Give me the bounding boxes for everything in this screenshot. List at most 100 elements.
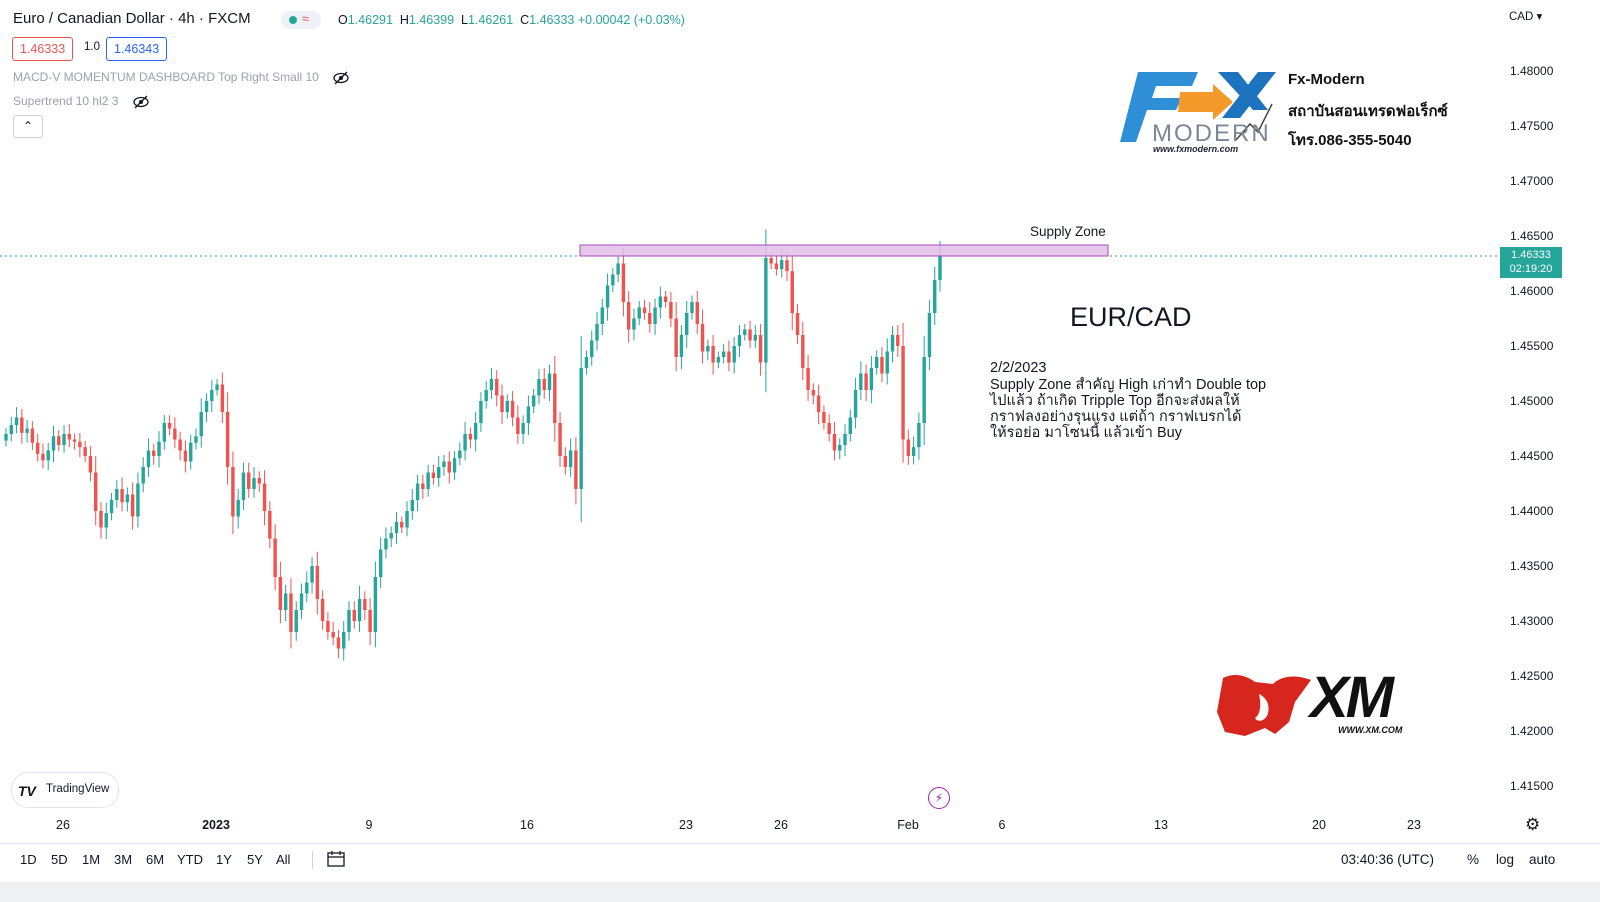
candle-body xyxy=(917,423,921,448)
candle-body xyxy=(753,335,758,341)
timeframe-6m-button[interactable]: 6M xyxy=(146,852,165,867)
symbol-title[interactable]: Euro / Canadian Dollar · 4h · FXCM xyxy=(13,10,251,27)
timeframe-5d-button[interactable]: 5D xyxy=(51,852,68,867)
date-range-icon[interactable] xyxy=(326,850,346,868)
candle-body xyxy=(505,401,510,412)
time-tick: 23 xyxy=(1407,818,1421,832)
time-tick: 13 xyxy=(1154,818,1168,832)
candle-body xyxy=(785,260,789,272)
bottom-toolbar xyxy=(0,843,1600,882)
spread-value: 1.0 xyxy=(84,41,100,53)
percent-scale-toggle[interactable]: % xyxy=(1467,852,1480,867)
supply-zone-label: Supply Zone xyxy=(1030,224,1106,239)
candle-body xyxy=(911,447,916,456)
timeframe-3m-button[interactable]: 3M xyxy=(114,852,133,867)
candle-body xyxy=(62,434,66,445)
candle-body xyxy=(14,417,19,426)
hidden-eye-icon[interactable] xyxy=(332,71,350,85)
candle-body xyxy=(210,390,214,401)
candle-body xyxy=(938,254,942,280)
sell-button[interactable]: 1.46333 xyxy=(12,37,74,61)
candle-body xyxy=(46,450,50,461)
candle-body xyxy=(426,472,430,489)
buy-button[interactable]: 1.46343 xyxy=(106,37,168,61)
fx-modern-tagline: สถาบันสอนเทรดฟอเร็กซ์ xyxy=(1288,103,1448,120)
candle-body xyxy=(352,610,356,621)
timeframe-1d-button[interactable]: 1D xyxy=(20,852,37,867)
candle-body xyxy=(811,390,816,396)
data-delay-icon: ≈ xyxy=(302,11,310,26)
candle-body xyxy=(711,346,715,363)
pair-title: EUR/CAD xyxy=(1070,302,1192,332)
candle-body xyxy=(167,423,172,429)
price-tick: 1.42000 xyxy=(1510,724,1554,738)
candle-body xyxy=(130,494,135,517)
candle-body xyxy=(305,582,309,594)
timeframe-ytd-button[interactable]: YTD xyxy=(177,852,203,867)
lightning-event-icon[interactable]: ⚡ xyxy=(928,787,950,809)
candle-body xyxy=(510,401,515,418)
xm-wordmark: XM xyxy=(1310,665,1394,730)
candle-body xyxy=(67,434,72,440)
candle-body xyxy=(531,395,536,407)
candle-body xyxy=(136,483,140,517)
indicator-supertrend-row[interactable]: Supertrend 10 hl2 3 xyxy=(13,94,150,109)
price-tick: 1.47000 xyxy=(1510,174,1554,188)
candle-body xyxy=(679,335,684,357)
candle-body xyxy=(35,442,40,454)
candle-body xyxy=(83,447,87,456)
supply-zone-rect[interactable] xyxy=(579,244,1109,257)
candle-body xyxy=(215,384,219,390)
candle-body xyxy=(294,610,298,632)
candle-body xyxy=(706,346,710,352)
time-tick: Feb xyxy=(897,818,919,832)
candle-body xyxy=(394,522,399,533)
current-price-value: 1.46333 xyxy=(1511,249,1551,261)
candle-body xyxy=(363,599,367,610)
log-scale-toggle[interactable]: log xyxy=(1496,852,1515,867)
utc-clock[interactable]: 03:40:36 (UTC) xyxy=(1341,852,1435,867)
candle-body xyxy=(537,379,541,396)
timeframe-5y-button[interactable]: 5Y xyxy=(247,852,263,867)
tradingview-logo[interactable]: TV TradingView xyxy=(11,772,119,808)
candle-body xyxy=(299,593,304,610)
indicator-macd-row[interactable]: MACD-V MOMENTUM DASHBOARD Top Right Smal… xyxy=(13,70,350,85)
price-tick: 1.46000 xyxy=(1510,284,1554,298)
candle-body xyxy=(864,373,868,390)
tradingview-label: TradingView xyxy=(46,783,110,795)
candle-body xyxy=(489,379,494,390)
price-tick: 1.45500 xyxy=(1510,339,1554,353)
auto-scale-toggle[interactable]: auto xyxy=(1529,852,1556,867)
time-tick: 9 xyxy=(365,818,373,832)
candle-body xyxy=(774,263,779,269)
candle-body xyxy=(378,549,383,577)
candle-body xyxy=(4,434,8,441)
collapse-legend-button[interactable]: ⌃ xyxy=(13,115,43,138)
timeframe-1m-button[interactable]: 1M xyxy=(82,852,101,867)
timeframe-all-button[interactable]: All xyxy=(276,852,291,867)
candle-body xyxy=(716,357,721,363)
timeframe-1y-button[interactable]: 1Y xyxy=(216,852,232,867)
currency-selector[interactable]: CAD ▾ xyxy=(1509,11,1543,23)
candle-body xyxy=(141,467,145,484)
time-tick: 23 xyxy=(679,818,693,832)
hidden-eye-icon[interactable] xyxy=(132,95,150,109)
candle-body xyxy=(236,500,240,517)
candle-body xyxy=(605,285,610,308)
chart-settings-gear-icon[interactable]: ⚙ xyxy=(1525,815,1541,834)
candle-body xyxy=(874,357,879,368)
candle-body xyxy=(220,384,225,412)
ohlc-values: O1.46291 H1.46399 L1.46261 C1.46333 +0.0… xyxy=(338,13,685,27)
candle-body xyxy=(584,357,589,368)
market-status-pill[interactable]: ≈ xyxy=(281,11,321,29)
candle-body xyxy=(843,434,847,445)
candle-body xyxy=(120,489,124,503)
time-tick: 26 xyxy=(774,818,788,832)
candle-body xyxy=(547,373,552,390)
note-line: ไปแล้ว ถ้าเกิด Tripple Top อีกจะส่งผลให้ xyxy=(990,393,1240,409)
candle-body xyxy=(859,373,863,390)
candle-body xyxy=(357,599,362,621)
candle-body xyxy=(848,417,853,434)
candle-body xyxy=(241,472,246,500)
